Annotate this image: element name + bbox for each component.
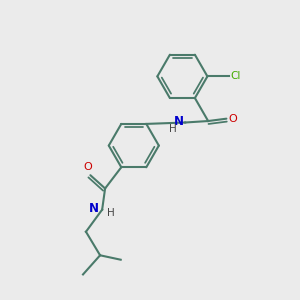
Text: H: H bbox=[107, 208, 115, 218]
Text: O: O bbox=[228, 114, 237, 124]
Text: N: N bbox=[88, 202, 99, 215]
Text: O: O bbox=[84, 162, 92, 172]
Text: Cl: Cl bbox=[230, 71, 241, 81]
Text: H: H bbox=[169, 124, 177, 134]
Text: N: N bbox=[173, 115, 183, 128]
